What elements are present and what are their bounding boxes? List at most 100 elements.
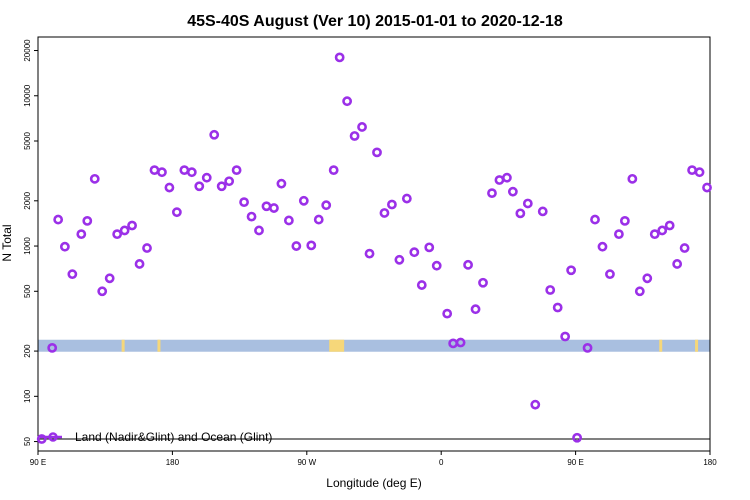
- y-tick-label: 50: [23, 437, 32, 446]
- data-point: [694, 167, 705, 178]
- data-point: [409, 247, 420, 258]
- data-point: [119, 225, 130, 236]
- data-point: [47, 342, 58, 353]
- data-point: [560, 331, 571, 342]
- data-point: [53, 214, 64, 225]
- data-point: [649, 229, 660, 240]
- data-point: [134, 259, 145, 269]
- data-point: [112, 229, 123, 240]
- data-point: [572, 432, 582, 443]
- data-point: [387, 199, 397, 210]
- data-point: [590, 214, 600, 225]
- data-point: [89, 173, 100, 184]
- data-point: [627, 173, 638, 184]
- data-point: [552, 302, 563, 313]
- data-point: [394, 254, 405, 265]
- data-point: [379, 208, 390, 218]
- y-axis-label: N Total: [0, 224, 14, 261]
- data-point: [642, 273, 653, 284]
- land-patch: [121, 339, 125, 352]
- data-point: [231, 165, 242, 176]
- data-point: [364, 248, 375, 259]
- data-point: [67, 269, 78, 280]
- data-point: [171, 207, 182, 218]
- data-point: [537, 206, 548, 217]
- data-point: [194, 181, 205, 192]
- y-tick-label: 2000: [23, 191, 32, 209]
- data-point: [424, 242, 435, 253]
- data-point: [276, 178, 287, 189]
- data-point: [372, 147, 382, 158]
- data-point: [246, 211, 257, 222]
- data-point: [104, 273, 115, 284]
- legend-marker: [48, 432, 58, 442]
- x-tick-label: 180: [703, 458, 717, 467]
- data-point: [530, 399, 541, 410]
- data-point: [679, 243, 690, 253]
- legend: Land (Nadir&Glint) and Ocean (Glint): [40, 430, 272, 444]
- x-axis-label: Longitude (deg E): [326, 476, 421, 490]
- data-point: [507, 186, 518, 197]
- data-point: [328, 165, 339, 176]
- data-point: [614, 229, 624, 240]
- land-patch: [157, 339, 161, 352]
- x-tick-label: 0: [439, 458, 444, 467]
- data-point: [487, 188, 497, 199]
- plot-frame: [37, 36, 711, 452]
- data-point: [687, 165, 697, 176]
- data-point: [261, 201, 272, 212]
- y-tick-label: 100: [23, 389, 32, 403]
- data-point: [545, 285, 556, 295]
- data-point: [664, 220, 675, 231]
- data-point: [502, 172, 512, 183]
- data-point: [672, 259, 683, 269]
- data-point: [157, 167, 167, 178]
- data-point: [291, 241, 302, 251]
- y-tick-label: 500: [23, 284, 32, 298]
- data-point: [401, 193, 412, 204]
- x-tick-label: 180: [166, 458, 180, 467]
- data-point: [298, 195, 309, 206]
- data-point: [142, 243, 152, 253]
- data-point: [605, 269, 615, 280]
- data-point: [216, 181, 227, 192]
- data-point: [97, 286, 108, 297]
- data-point: [321, 200, 332, 211]
- x-tick-label: 90 E: [30, 458, 46, 467]
- data-point: [349, 131, 360, 141]
- data-point: [515, 208, 526, 219]
- data-point: [209, 129, 220, 140]
- data-point: [463, 259, 473, 270]
- data-point: [179, 165, 190, 176]
- data-point: [59, 241, 70, 252]
- data-point: [283, 215, 294, 226]
- data-point: [201, 172, 212, 183]
- data-point: [455, 337, 466, 348]
- data-point: [494, 175, 505, 185]
- data-point: [582, 342, 593, 353]
- data-point: [36, 434, 47, 444]
- x-tick-label: 90 E: [567, 458, 583, 467]
- data-point: [164, 182, 175, 193]
- data-point: [597, 241, 608, 252]
- data-point: [224, 176, 235, 187]
- data-point: [470, 304, 481, 315]
- data-point: [619, 215, 630, 226]
- data-point: [306, 240, 317, 251]
- data-point: [431, 260, 442, 271]
- data-point: [239, 197, 249, 208]
- ocean-strip: [38, 339, 710, 352]
- y-tick-label: 200: [23, 344, 32, 358]
- data-point: [342, 96, 353, 107]
- data-point: [416, 280, 427, 290]
- y-tick-label: 10000: [23, 84, 32, 107]
- land-patch: [695, 339, 699, 352]
- y-tick-label: 5000: [23, 132, 32, 150]
- data-point: [254, 225, 264, 236]
- data-point: [657, 225, 668, 236]
- y-tick-label: 1000: [23, 237, 32, 255]
- data-point: [634, 286, 645, 297]
- x-tick-label: 90 W: [297, 458, 316, 467]
- data-point: [127, 220, 137, 231]
